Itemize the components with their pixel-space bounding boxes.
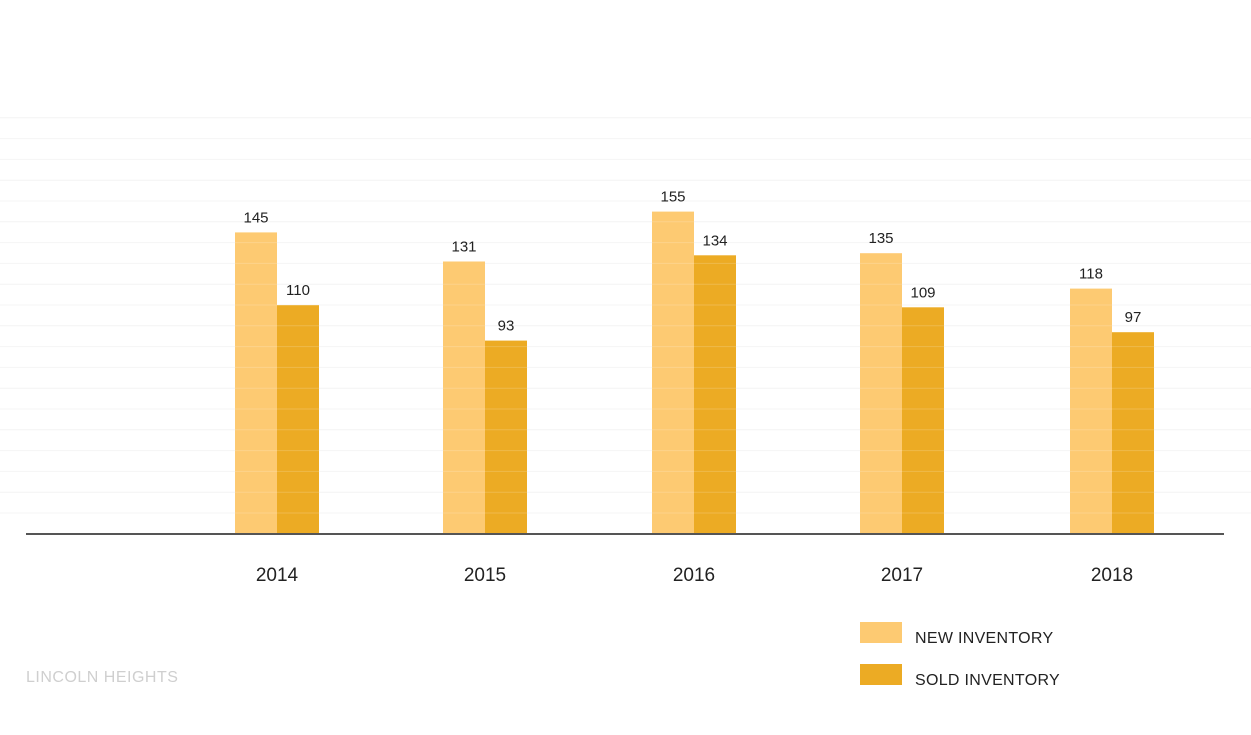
bar-sold-inventory-2018 (1112, 332, 1154, 534)
bars (235, 211, 1154, 535)
legend-label-sold-inventory: SOLD INVENTORY (915, 672, 1060, 689)
legend-swatch-sold-inventory (860, 664, 902, 685)
data-label-new-inventory-2017: 135 (868, 230, 893, 247)
bar-sold-inventory-2015 (485, 340, 527, 534)
data-labels: 145 110 131 93 155 134 135 109 118 97 (243, 189, 1141, 335)
data-label-sold-inventory-2016: 134 (702, 232, 727, 249)
data-label-new-inventory-2014: 145 (243, 209, 268, 226)
data-label-sold-inventory-2015: 93 (498, 318, 515, 335)
data-label-sold-inventory-2014: 110 (286, 282, 310, 299)
bar-new-inventory-2015 (443, 261, 485, 534)
data-label-new-inventory-2018: 118 (1079, 266, 1103, 283)
legend: NEW INVENTORY SOLD INVENTORY (860, 622, 1060, 689)
bar-sold-inventory-2016 (694, 255, 736, 535)
data-label-sold-inventory-2017: 109 (910, 284, 935, 301)
legend-swatch-new-inventory (860, 622, 902, 643)
x-tick-label-2016: 2016 (673, 565, 715, 586)
bar-sold-inventory-2017 (902, 307, 944, 534)
x-tick-label-2018: 2018 (1091, 565, 1133, 586)
bar-new-inventory-2014 (235, 232, 277, 534)
x-tick-label-2017: 2017 (881, 565, 923, 586)
legend-label-new-inventory: NEW INVENTORY (915, 630, 1053, 647)
x-tick-label-2015: 2015 (464, 565, 506, 586)
bar-new-inventory-2016 (652, 211, 694, 534)
data-label-sold-inventory-2018: 97 (1125, 309, 1142, 326)
bar-new-inventory-2017 (860, 253, 902, 534)
x-tick-label-2014: 2014 (256, 565, 299, 586)
gridlines (0, 117, 1251, 514)
data-label-new-inventory-2016: 155 (660, 189, 685, 206)
data-label-new-inventory-2015: 131 (451, 239, 476, 256)
bar-new-inventory-2018 (1070, 288, 1112, 534)
neighborhood-label: LINCOLN HEIGHTS (26, 669, 179, 686)
bar-sold-inventory-2014 (277, 305, 319, 534)
x-tick-labels: 2014 2015 2016 2017 2018 (256, 565, 1133, 586)
